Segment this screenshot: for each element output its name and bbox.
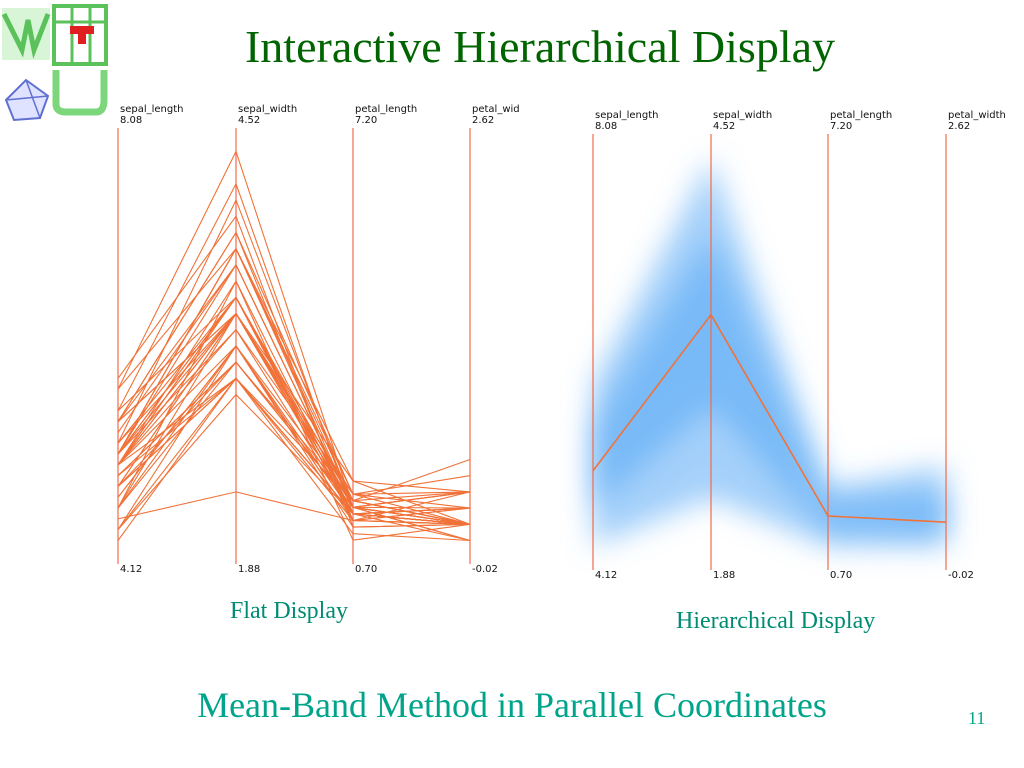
flat-axis-min-label: 1.88: [238, 564, 260, 575]
flat-axis-name-label: sepal_length: [120, 104, 184, 115]
flat-axis-max-label: 2.62: [472, 115, 494, 126]
logo-letter-u: [52, 70, 108, 116]
hier-axis-max-label: 8.08: [595, 121, 617, 132]
flat-data-polyline: [117, 247, 471, 525]
flat-data-polyline: [117, 344, 471, 530]
flat-axis-max-label: 7.20: [355, 115, 377, 126]
flat-display-caption: Flat Display: [230, 598, 348, 624]
flat-data-polyline: [117, 312, 471, 502]
flat-data-polyline: [117, 215, 471, 528]
hier-axis-min-label: -0.02: [948, 570, 974, 581]
flat-data-polyline: [117, 247, 471, 509]
hier-axis-name-label: sepal_length: [595, 110, 659, 121]
hier-band-outer: [593, 157, 946, 547]
hier-axis-max-label: 4.52: [713, 121, 735, 132]
hier-axis-min-label: 0.70: [830, 570, 852, 581]
flat-data-polyline: [117, 377, 471, 525]
flat-data-polyline: [117, 377, 471, 525]
page-number: 11: [968, 708, 986, 728]
flat-data-polyline: [117, 377, 471, 542]
flat-axis-name-label: petal_wid: [472, 104, 520, 115]
logo-red-mark: [70, 26, 94, 34]
university-logo: [1, 4, 108, 122]
parallel-coordinates-plots: sepal_length8.084.12sepal_width4.521.88p…: [117, 104, 1006, 581]
flat-data-polyline: [117, 345, 471, 528]
hier-axis-min-label: 1.88: [713, 570, 735, 581]
hier-axis-name-label: petal_width: [948, 110, 1006, 121]
slide-subtitle: Mean-Band Method in Parallel Coordinates: [197, 685, 827, 725]
hier-mean-polyline: [592, 313, 947, 523]
logo-letter-w: [1, 12, 51, 59]
flat-data-polyline: [117, 263, 471, 525]
slide-title: Interactive Hierarchical Display: [244, 21, 836, 72]
flat-axis-max-label: 4.52: [238, 115, 260, 126]
flat-data-polyline: [117, 263, 471, 525]
flat-axis-min-label: 0.70: [355, 564, 377, 575]
flat-data-polyline: [117, 312, 471, 525]
flat-data-polyline: [117, 491, 471, 522]
hier-axis-min-label: 4.12: [595, 570, 617, 581]
flat-data-polyline: [117, 361, 471, 525]
hier-axis-name-label: sepal_width: [713, 110, 772, 121]
hier-axis-max-label: 7.20: [830, 121, 852, 132]
flat-data-polyline: [117, 231, 471, 522]
flat-data-polyline: [117, 328, 471, 495]
flat-axis-min-label: 4.12: [120, 564, 142, 575]
hier-axis-max-label: 2.62: [948, 121, 970, 132]
flat-data-polyline: [117, 198, 471, 542]
hierarchical-display-caption: Hierarchical Display: [676, 608, 876, 634]
flat-axis-name-label: petal_length: [355, 104, 417, 115]
flat-axis-min-label: -0.02: [472, 564, 498, 575]
hier-band-inner: [593, 236, 946, 535]
flat-data-polyline: [117, 296, 471, 502]
flat-data-polyline: [117, 182, 471, 525]
flat-axis-name-label: sepal_width: [238, 104, 297, 115]
flat-data-polyline: [117, 377, 471, 515]
flat-data-polyline: [117, 328, 471, 525]
flat-axis-max-label: 8.08: [120, 115, 142, 126]
hier-axis-name-label: petal_length: [830, 110, 892, 121]
